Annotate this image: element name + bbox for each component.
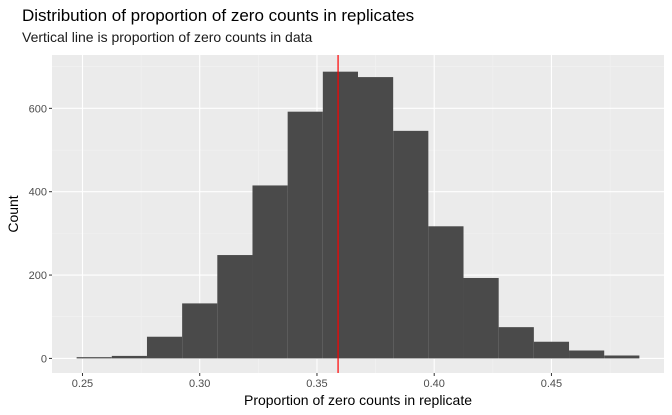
histogram-bar bbox=[111, 355, 147, 359]
x-tick-label: 0.45 bbox=[541, 378, 562, 390]
histogram-bar bbox=[358, 77, 394, 359]
x-axis-label: Proportion of zero counts in replicate bbox=[244, 392, 472, 408]
y-tick-label: 200 bbox=[29, 270, 47, 282]
histogram-bar bbox=[569, 350, 605, 359]
histogram-bar bbox=[182, 303, 218, 359]
chart-subtitle: Vertical line is proportion of zero coun… bbox=[22, 29, 312, 45]
histogram-bar bbox=[322, 71, 358, 359]
x-tick-label: 0.35 bbox=[306, 378, 327, 390]
histogram-bar bbox=[498, 327, 534, 359]
y-tick-label: 400 bbox=[29, 187, 47, 199]
x-axis: 0.25 0.30 0.35 0.40 0.45 bbox=[72, 373, 562, 390]
y-axis-label: Count bbox=[5, 195, 21, 232]
x-tick-label: 0.25 bbox=[72, 378, 93, 390]
histogram-bar bbox=[287, 111, 323, 359]
histogram-bar bbox=[146, 336, 183, 359]
histogram-bar bbox=[604, 355, 640, 359]
x-tick-label: 0.40 bbox=[423, 378, 444, 390]
x-tick-label: 0.30 bbox=[189, 378, 210, 390]
histogram-bar bbox=[252, 185, 288, 359]
histogram-bar bbox=[428, 226, 464, 359]
histogram-bar bbox=[463, 277, 499, 359]
histogram-bar bbox=[76, 357, 112, 359]
chart-title: Distribution of proportion of zero count… bbox=[22, 6, 414, 25]
histogram-bar bbox=[533, 341, 570, 359]
histogram-bars bbox=[76, 71, 640, 359]
y-axis: 0 200 400 600 bbox=[29, 103, 52, 365]
histogram-bar bbox=[217, 255, 253, 359]
y-tick-label: 0 bbox=[41, 353, 47, 365]
y-tick-label: 600 bbox=[29, 103, 47, 115]
histogram-bar bbox=[393, 130, 429, 359]
